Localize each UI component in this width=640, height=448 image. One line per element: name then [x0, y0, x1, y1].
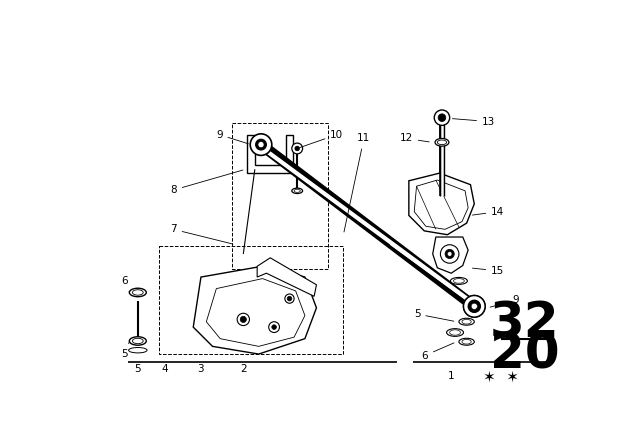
Ellipse shape: [462, 340, 471, 344]
Circle shape: [285, 294, 294, 303]
Circle shape: [440, 245, 459, 263]
Ellipse shape: [447, 329, 463, 336]
Polygon shape: [247, 134, 293, 173]
Circle shape: [445, 250, 454, 258]
Polygon shape: [257, 258, 316, 296]
Text: 12: 12: [399, 134, 429, 143]
Text: 14: 14: [472, 207, 504, 217]
Circle shape: [237, 313, 250, 326]
Circle shape: [447, 252, 452, 256]
Ellipse shape: [129, 348, 147, 353]
Text: 20: 20: [490, 330, 559, 378]
Ellipse shape: [454, 279, 464, 283]
Circle shape: [240, 316, 246, 323]
Circle shape: [287, 296, 292, 301]
Ellipse shape: [459, 318, 474, 325]
Circle shape: [255, 139, 266, 150]
Ellipse shape: [292, 188, 303, 194]
Text: 11: 11: [344, 134, 371, 232]
Ellipse shape: [437, 140, 447, 145]
Text: 15: 15: [472, 266, 504, 276]
Text: 5: 5: [122, 342, 129, 359]
Circle shape: [295, 146, 300, 151]
Circle shape: [250, 134, 272, 155]
Ellipse shape: [459, 338, 474, 345]
Text: 13: 13: [452, 116, 495, 126]
Text: 4: 4: [161, 365, 168, 375]
Text: ✶  ✶: ✶ ✶: [483, 370, 519, 385]
Ellipse shape: [462, 319, 471, 324]
Text: 5: 5: [414, 309, 454, 321]
Ellipse shape: [132, 338, 143, 344]
Ellipse shape: [132, 290, 143, 295]
Text: 10: 10: [300, 129, 344, 147]
Ellipse shape: [294, 189, 300, 192]
Circle shape: [438, 114, 446, 121]
Polygon shape: [433, 237, 468, 273]
Text: 3: 3: [198, 365, 204, 375]
Text: 5: 5: [134, 365, 141, 375]
Ellipse shape: [451, 277, 467, 284]
Text: 8: 8: [170, 170, 243, 195]
Circle shape: [292, 143, 303, 154]
Circle shape: [468, 300, 481, 313]
Ellipse shape: [435, 138, 449, 146]
Circle shape: [435, 110, 450, 125]
Ellipse shape: [450, 330, 460, 335]
Polygon shape: [409, 173, 474, 235]
Circle shape: [463, 296, 485, 317]
Ellipse shape: [129, 337, 147, 345]
Ellipse shape: [129, 288, 147, 297]
Circle shape: [269, 322, 280, 332]
Text: 9: 9: [490, 295, 520, 307]
Circle shape: [471, 303, 477, 310]
Circle shape: [463, 296, 485, 317]
Polygon shape: [193, 266, 316, 354]
Text: 6: 6: [122, 276, 129, 292]
Text: 9: 9: [216, 129, 248, 144]
Circle shape: [258, 142, 264, 148]
Circle shape: [471, 303, 477, 310]
Circle shape: [272, 325, 276, 329]
Text: 2: 2: [240, 365, 246, 375]
Text: 32: 32: [490, 299, 559, 347]
Text: 7: 7: [170, 224, 233, 244]
Text: 1: 1: [448, 370, 454, 381]
Circle shape: [469, 301, 480, 312]
Text: 6: 6: [422, 343, 454, 361]
